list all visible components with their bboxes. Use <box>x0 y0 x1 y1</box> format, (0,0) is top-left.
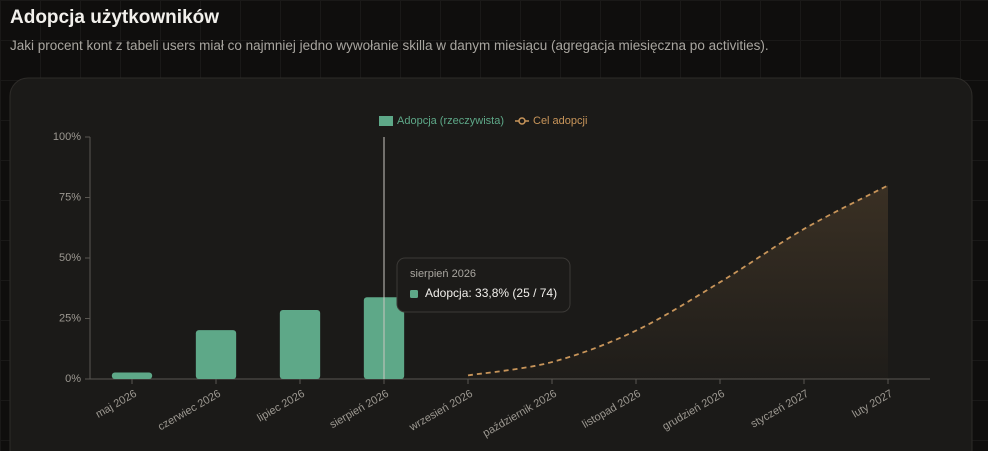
tooltip-text: Adopcja: 33,8% (25 / 74) <box>425 286 557 300</box>
bar <box>279 310 321 379</box>
legend-label: Adopcja (rzeczywista) <box>397 115 504 127</box>
tooltip <box>396 257 571 313</box>
tooltip-title: sierpień 2026 <box>410 268 476 280</box>
tooltip-swatch <box>410 290 418 298</box>
bar <box>111 372 153 379</box>
y-tick-label: 100% <box>53 131 81 143</box>
legend-label: Cel adopcji <box>533 115 587 127</box>
legend-swatch <box>518 117 526 125</box>
page-title: Adopcja użytkowników <box>10 7 220 28</box>
y-tick-label: 0% <box>65 373 81 385</box>
target-line <box>467 184 889 377</box>
y-tick-label: 75% <box>59 191 81 203</box>
y-tick-label: 50% <box>59 252 81 264</box>
legend-swatch <box>379 116 393 126</box>
bar <box>195 330 237 379</box>
y-tick-label: 25% <box>59 312 81 324</box>
page-subtitle: Jaki procent kont z tabeli users miał co… <box>10 38 769 53</box>
target-area <box>468 185 888 379</box>
